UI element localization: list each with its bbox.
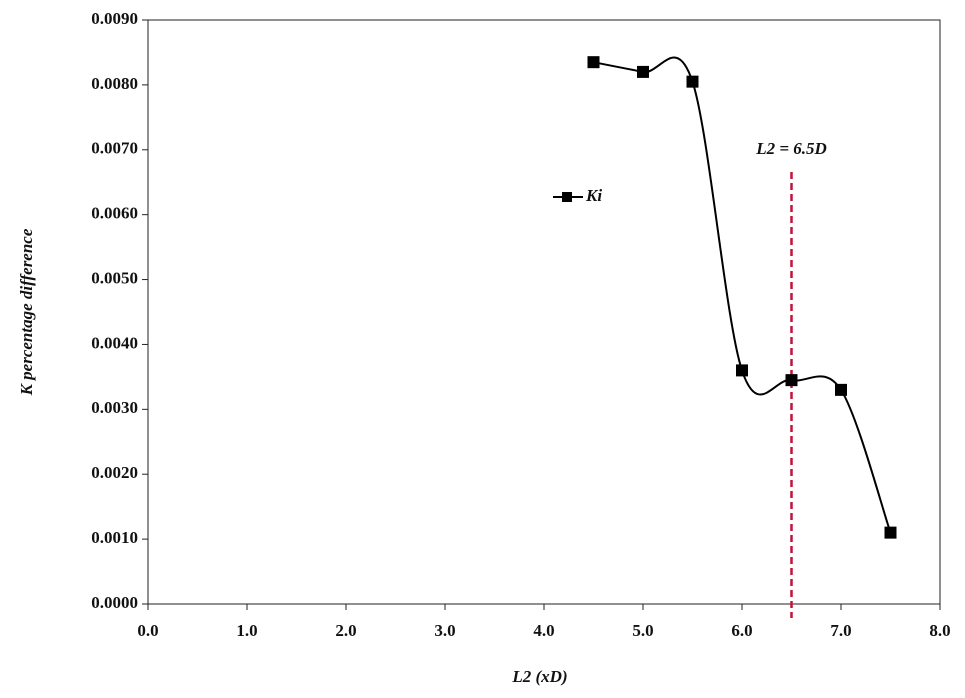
- legend-marker: [562, 192, 572, 202]
- x-tick-label: 6.0: [731, 621, 752, 640]
- y-tick-label: 0.0080: [91, 74, 138, 93]
- point-marker: [736, 364, 748, 377]
- y-tick-label: 0.0030: [91, 398, 138, 417]
- point-marker: [785, 374, 798, 387]
- x-tick-label: 5.0: [632, 621, 653, 640]
- y-tick-label: 0.0060: [91, 204, 138, 223]
- y-tick-label: 0.0000: [91, 593, 138, 612]
- x-tick-label: 0.0: [137, 621, 158, 640]
- plot-frame: [147, 19, 941, 605]
- y-tick-label: 0.0020: [91, 463, 138, 482]
- y-tick-label: 0.0010: [91, 528, 138, 547]
- y-tick-label: 0.0040: [91, 333, 138, 352]
- point-marker: [686, 75, 699, 88]
- y-tick-label: 0.0090: [91, 9, 138, 28]
- x-tick-label: 3.0: [434, 621, 455, 640]
- y-axis-label: K percentage difference: [17, 228, 36, 396]
- x-tick-label: 2.0: [335, 621, 356, 640]
- y-tick-label: 0.0050: [91, 268, 138, 287]
- x-tick-label: 8.0: [929, 621, 950, 640]
- point-marker: [884, 526, 897, 539]
- point-marker: [637, 65, 649, 78]
- x-axis-label: L2 (xD): [511, 667, 567, 686]
- x-tick-label: 7.0: [830, 621, 851, 640]
- x-tick-label: 1.0: [236, 621, 257, 640]
- x-tick-label: 4.0: [533, 621, 554, 640]
- point-marker: [587, 56, 600, 69]
- series-line: [593, 56, 892, 533]
- point-marker: [835, 383, 847, 396]
- y-tick-label: 0.0070: [91, 139, 138, 158]
- legend-label: Ki: [585, 186, 602, 205]
- reference-label: L2 = 6.5D: [755, 139, 827, 158]
